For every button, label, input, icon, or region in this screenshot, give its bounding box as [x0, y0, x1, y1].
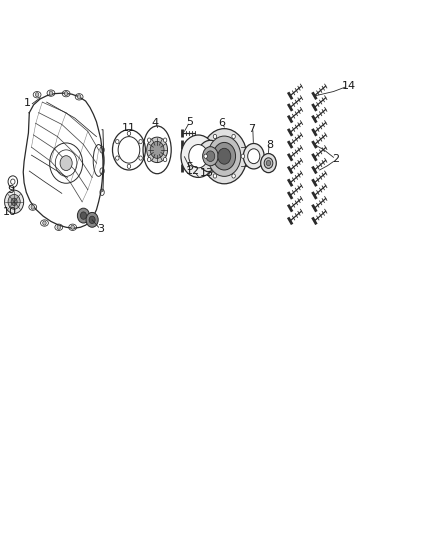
Circle shape: [206, 151, 215, 161]
Circle shape: [57, 225, 60, 229]
Circle shape: [78, 208, 89, 223]
Circle shape: [43, 221, 46, 225]
Circle shape: [116, 156, 119, 160]
Circle shape: [127, 164, 131, 168]
Circle shape: [213, 142, 236, 170]
Circle shape: [163, 157, 167, 161]
Circle shape: [139, 156, 142, 160]
Circle shape: [163, 138, 167, 142]
Text: 11: 11: [122, 123, 136, 133]
Circle shape: [11, 198, 17, 206]
Circle shape: [213, 174, 217, 178]
Circle shape: [181, 135, 215, 177]
Circle shape: [202, 128, 247, 184]
Circle shape: [208, 136, 241, 176]
Circle shape: [139, 140, 142, 144]
Text: 10: 10: [3, 207, 17, 217]
Circle shape: [31, 205, 35, 209]
Text: 5: 5: [186, 117, 193, 127]
Text: 2: 2: [332, 155, 339, 164]
Circle shape: [244, 143, 264, 169]
Circle shape: [148, 157, 151, 161]
Circle shape: [148, 138, 151, 142]
Text: 3: 3: [97, 224, 104, 235]
Circle shape: [81, 212, 86, 219]
Circle shape: [203, 147, 218, 166]
Text: 9: 9: [7, 184, 14, 195]
Circle shape: [86, 213, 98, 227]
Text: 4: 4: [152, 118, 159, 128]
Circle shape: [8, 195, 20, 209]
Circle shape: [71, 225, 74, 229]
Circle shape: [147, 137, 167, 163]
Circle shape: [261, 154, 276, 173]
Circle shape: [35, 93, 39, 97]
Text: 7: 7: [248, 124, 256, 134]
Circle shape: [204, 154, 207, 158]
Circle shape: [60, 156, 72, 171]
Circle shape: [264, 158, 273, 168]
Circle shape: [247, 149, 260, 164]
Circle shape: [150, 141, 164, 158]
Circle shape: [49, 91, 53, 95]
Text: 5: 5: [186, 162, 193, 172]
Circle shape: [232, 174, 235, 178]
Circle shape: [241, 154, 245, 158]
Circle shape: [266, 160, 271, 166]
Text: 6: 6: [218, 118, 225, 128]
Circle shape: [198, 140, 223, 172]
Circle shape: [4, 190, 24, 214]
Circle shape: [116, 140, 119, 144]
Circle shape: [189, 144, 208, 168]
Text: 12: 12: [186, 166, 200, 176]
Text: 1: 1: [24, 98, 31, 108]
Circle shape: [89, 216, 95, 223]
Circle shape: [127, 131, 131, 135]
Text: 13: 13: [200, 168, 214, 178]
Text: 14: 14: [342, 81, 356, 91]
Text: 8: 8: [266, 140, 273, 150]
Circle shape: [64, 92, 68, 96]
Circle shape: [213, 134, 217, 139]
Circle shape: [78, 95, 81, 99]
Circle shape: [232, 134, 235, 139]
Circle shape: [218, 148, 231, 164]
